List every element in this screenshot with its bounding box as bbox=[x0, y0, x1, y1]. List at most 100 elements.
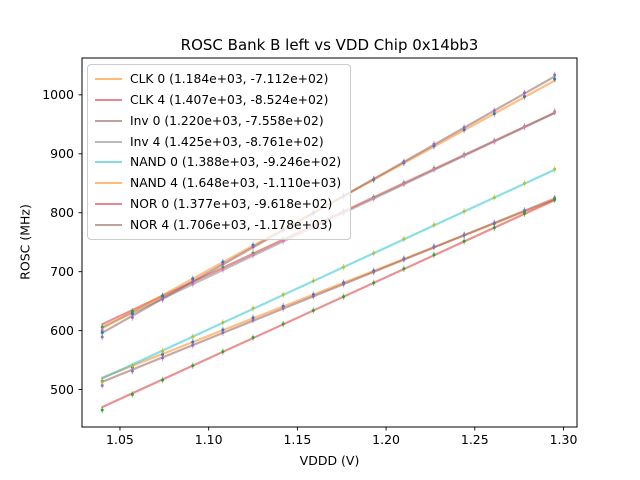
data-point-NOR-0 bbox=[130, 392, 134, 396]
data-point-NAND-4 bbox=[130, 312, 134, 316]
legend-line-sample bbox=[95, 202, 122, 205]
legend-label: NAND 0 (1.388e+03, -9.246e+02) bbox=[130, 155, 342, 170]
x-tick-label: 1.25 bbox=[461, 432, 489, 447]
data-point-Inv-0 bbox=[342, 282, 346, 286]
y-tick-label: 900 bbox=[50, 146, 74, 161]
chart-title: ROSC Bank B left vs VDD Chip 0x14bb3 bbox=[180, 36, 479, 54]
data-point-Inv-0 bbox=[161, 356, 165, 360]
data-point-NOR-0 bbox=[402, 267, 406, 271]
y-tick-label: 800 bbox=[50, 205, 74, 220]
data-point-NAND-0 bbox=[492, 196, 496, 200]
data-point-NAND-0 bbox=[100, 380, 104, 384]
legend-line-sample bbox=[95, 119, 122, 122]
data-point-NAND-0 bbox=[553, 167, 557, 171]
data-point-NOR-0 bbox=[221, 350, 225, 354]
data-point-NOR-0 bbox=[281, 322, 285, 326]
y-axis-label: ROSC (MHz) bbox=[17, 204, 33, 280]
data-point-NOR-0 bbox=[522, 212, 526, 216]
axes-box bbox=[81, 57, 578, 428]
data-point-Inv-0 bbox=[281, 306, 285, 310]
data-point-Inv-4 bbox=[221, 268, 225, 272]
data-point-NAND-0 bbox=[281, 293, 285, 297]
legend-label: CLK 0 (1.184e+03, -7.112e+02) bbox=[130, 72, 329, 87]
legend-item: NOR 4 (1.706e+03, -1.178e+03) bbox=[95, 214, 341, 235]
data-point-Inv-4 bbox=[462, 153, 466, 157]
data-point-Inv-0 bbox=[130, 369, 134, 373]
data-point-NOR-4 bbox=[462, 125, 466, 129]
data-point-NAND-4 bbox=[522, 94, 526, 98]
legend-item: CLK 0 (1.184e+03, -7.112e+02) bbox=[95, 69, 341, 90]
data-point-Inv-4 bbox=[281, 239, 285, 243]
x-tick-label: 1.15 bbox=[283, 432, 311, 447]
fit-line-NAND-0 bbox=[101, 168, 556, 380]
legend-line-sample bbox=[95, 223, 122, 226]
data-point-NAND-0 bbox=[432, 223, 436, 227]
data-point-NAND-0 bbox=[191, 335, 195, 339]
data-point-Inv-4 bbox=[432, 167, 436, 171]
legend-line-sample bbox=[95, 182, 122, 185]
data-point-CLK-0 bbox=[161, 353, 165, 357]
legend-line-sample bbox=[95, 140, 122, 143]
data-point-Inv-0 bbox=[100, 383, 104, 387]
data-point-Inv-0 bbox=[191, 343, 195, 347]
data-point-NOR-4 bbox=[402, 160, 406, 164]
data-point-Inv-0 bbox=[402, 257, 406, 261]
data-point-Inv-4 bbox=[402, 182, 406, 186]
legend-item: Inv 4 (1.425e+03, -8.761e+02) bbox=[95, 131, 341, 152]
x-tick-label: 1.05 bbox=[106, 432, 134, 447]
data-point-Inv-0 bbox=[251, 318, 255, 322]
legend-line-sample bbox=[95, 78, 122, 81]
legend-label: Inv 0 (1.220e+03, -7.558e+02) bbox=[130, 113, 324, 128]
data-point-NOR-4 bbox=[130, 316, 134, 320]
data-point-NOR-0 bbox=[311, 309, 315, 313]
data-point-NOR-4 bbox=[221, 262, 225, 266]
data-point-Inv-0 bbox=[492, 221, 496, 225]
data-point-NOR-0 bbox=[251, 336, 255, 340]
data-point-Inv-4 bbox=[251, 253, 255, 257]
data-point-NOR-0 bbox=[553, 198, 557, 202]
fit-line-NOR-0 bbox=[101, 199, 556, 409]
legend-item: NOR 0 (1.377e+03, -9.618e+02) bbox=[95, 194, 341, 215]
x-tick-label: 1.20 bbox=[372, 432, 400, 447]
data-point-NAND-0 bbox=[161, 349, 165, 353]
data-point-NOR-0 bbox=[372, 281, 376, 285]
legend-label: NAND 4 (1.648e+03, -1.110e+03) bbox=[130, 176, 342, 191]
data-point-NAND-0 bbox=[221, 320, 225, 324]
y-tick-label: 600 bbox=[50, 323, 74, 338]
fit-line-Inv-0 bbox=[101, 197, 556, 384]
data-point-Inv-4 bbox=[492, 140, 496, 144]
data-point-NOR-4 bbox=[191, 280, 195, 284]
x-tick-label: 1.10 bbox=[195, 432, 223, 447]
data-point-NAND-4 bbox=[100, 330, 104, 334]
data-point-NOR-4 bbox=[522, 91, 526, 95]
y-tick-label: 1000 bbox=[42, 87, 74, 102]
data-point-NOR-4 bbox=[432, 142, 436, 146]
x-axis-label: VDDD (V) bbox=[299, 453, 360, 468]
data-point-NAND-4 bbox=[161, 294, 165, 298]
legend-label: CLK 4 (1.407e+03, -8.524e+02) bbox=[130, 93, 329, 108]
data-point-NOR-0 bbox=[462, 239, 466, 243]
legend-line-sample bbox=[95, 161, 122, 164]
data-point-NOR-4 bbox=[251, 245, 255, 249]
data-point-Inv-4 bbox=[522, 125, 526, 129]
legend-item: Inv 0 (1.220e+03, -7.558e+02) bbox=[95, 111, 341, 132]
data-point-NAND-0 bbox=[251, 306, 255, 310]
data-point-NOR-0 bbox=[100, 408, 104, 412]
data-point-NAND-0 bbox=[522, 181, 526, 185]
data-point-NOR-0 bbox=[492, 226, 496, 230]
data-point-Inv-0 bbox=[372, 270, 376, 274]
data-point-NOR-4 bbox=[553, 73, 557, 77]
data-point-Inv-4 bbox=[553, 110, 557, 114]
data-point-Inv-0 bbox=[462, 233, 466, 237]
legend-label: NOR 4 (1.706e+03, -1.178e+03) bbox=[130, 217, 333, 232]
data-point-NAND-0 bbox=[311, 279, 315, 283]
data-point-NOR-0 bbox=[191, 364, 195, 368]
data-point-NAND-0 bbox=[342, 265, 346, 269]
data-point-NOR-4 bbox=[100, 335, 104, 339]
data-point-Inv-0 bbox=[432, 245, 436, 249]
data-point-NAND-0 bbox=[402, 237, 406, 241]
legend-line-sample bbox=[95, 99, 122, 102]
data-point-Inv-0 bbox=[311, 294, 315, 298]
